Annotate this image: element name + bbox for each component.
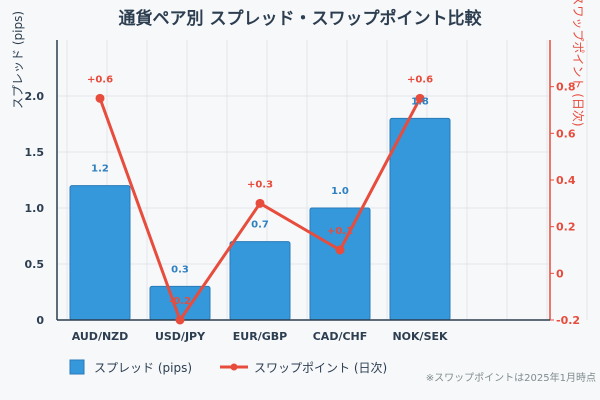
legend: スプレッド (pips) スワップポイント (日次) xyxy=(69,359,387,375)
y-axis-label-right: スワップポイント (日次) xyxy=(571,0,585,127)
bar-value-label: 1.0 xyxy=(331,186,349,197)
y-tick-label-right: 0.4 xyxy=(556,174,576,187)
y-tick-label-right: 0.8 xyxy=(556,81,576,94)
x-tick-label: EUR/GBP xyxy=(233,330,287,343)
y-axis-label-left: スプレッド (pips) xyxy=(11,11,25,109)
line-point xyxy=(95,93,105,103)
line-value-label: +0.6 xyxy=(87,74,113,85)
line-value-label: +0.1 xyxy=(327,226,353,237)
y-tick-label-right: 0.6 xyxy=(556,127,576,140)
footnote: ※スワップポイントは2025年1月時点 xyxy=(426,371,596,384)
y-tick-label-right: 0 xyxy=(556,267,564,280)
line-value-label: -0.2 xyxy=(169,296,191,307)
bar-series xyxy=(69,117,451,321)
line-point xyxy=(255,198,265,208)
line-value-label: +0.3 xyxy=(247,179,273,190)
y-tick-label-right: 0.2 xyxy=(556,221,576,234)
bar xyxy=(309,207,371,321)
data-labels: 1.2 0.3 0.7 1.0 1.8 +0.6 -0.2 +0.3 +0.1 +0.6 xyxy=(87,74,433,307)
line-point xyxy=(175,315,185,325)
y-tick-label-left: 1.0 xyxy=(25,202,45,215)
y-tick-label-left: 0.5 xyxy=(25,258,45,271)
line-point xyxy=(415,93,425,103)
bar xyxy=(69,185,131,321)
y-tick-label-left: 1.5 xyxy=(25,146,45,159)
grid-lines xyxy=(57,40,588,321)
x-tick-label: USD/JPY xyxy=(155,330,206,343)
legend-marker-swap xyxy=(230,363,238,371)
chart-title: 通貨ペア別 スプレッド・スワップポイント比較 xyxy=(119,8,483,29)
legend-swatch-spread xyxy=(69,359,85,375)
line-point xyxy=(335,245,345,255)
legend-label-swap: スワップポイント (日次) xyxy=(254,361,387,375)
x-tick-label: AUD/NZD xyxy=(72,330,129,343)
bar-value-label: 1.8 xyxy=(411,96,429,107)
x-tick-label: CAD/CHF xyxy=(313,330,368,343)
bar-value-label: 0.3 xyxy=(171,264,189,275)
y-tick-label-left: 0 xyxy=(36,314,44,327)
y-tick-label-left: 2.0 xyxy=(25,90,45,103)
bar xyxy=(389,117,451,321)
legend-label-spread: スプレッド (pips) xyxy=(94,361,192,375)
line-series xyxy=(95,93,425,325)
bar xyxy=(229,241,291,321)
axes: 0 0.5 1.0 1.5 2.0 -0.2 0 0.2 0.4 0.6 0.8 AUD/NZD USD… xyxy=(25,40,580,343)
bar-value-label: 0.7 xyxy=(251,220,269,231)
line-value-label: +0.6 xyxy=(407,74,433,85)
x-tick-label: NOK/SEK xyxy=(392,330,448,343)
bar-value-label: 1.2 xyxy=(91,164,109,175)
y-tick-label-right: -0.2 xyxy=(556,314,580,327)
